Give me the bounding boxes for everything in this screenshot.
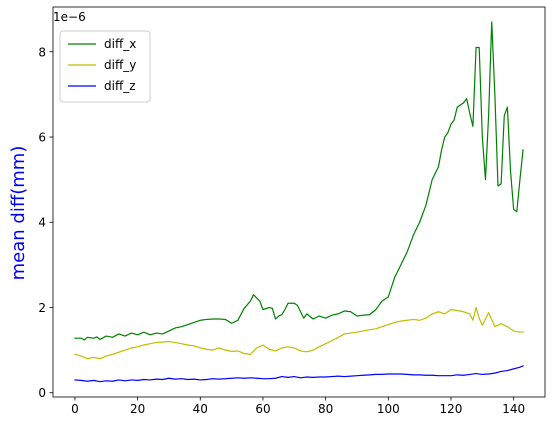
legend: diff_x diff_y diff_z xyxy=(59,30,151,103)
series-line-diff-y xyxy=(74,306,524,360)
series-layer xyxy=(74,21,524,383)
y-tick-label: 2 xyxy=(38,301,46,315)
y-tick-label: 4 xyxy=(38,216,46,230)
y-axis-label: mean diff(mm) xyxy=(8,146,29,281)
y-axis-offset-text: 1e−6 xyxy=(53,10,86,24)
plot-frame xyxy=(52,6,546,398)
x-tick-label: 100 xyxy=(377,402,400,416)
y-tick-label: 8 xyxy=(38,45,46,59)
axes-layer: 0 20 40 60 80 100 120 140 0 2 4 6 8 xyxy=(38,6,546,416)
x-tick-label: 20 xyxy=(130,402,145,416)
legend-box xyxy=(59,30,151,103)
y-tick-label: 6 xyxy=(38,131,46,145)
legend-label-diff-y: diff_y xyxy=(104,58,136,72)
x-tick-label: 60 xyxy=(255,402,270,416)
series-line-diff-z xyxy=(74,365,524,383)
series-line-diff-x xyxy=(74,21,524,341)
x-tick-label: 0 xyxy=(71,402,79,416)
x-tick-label: 80 xyxy=(318,402,333,416)
x-tick-label: 120 xyxy=(440,402,463,416)
x-tick-label: 40 xyxy=(193,402,208,416)
legend-label-diff-z: diff_z xyxy=(104,79,136,93)
x-tick-label: 140 xyxy=(502,402,525,416)
y-tick-label: 0 xyxy=(38,386,46,400)
legend-label-diff-x: diff_x xyxy=(104,37,136,51)
